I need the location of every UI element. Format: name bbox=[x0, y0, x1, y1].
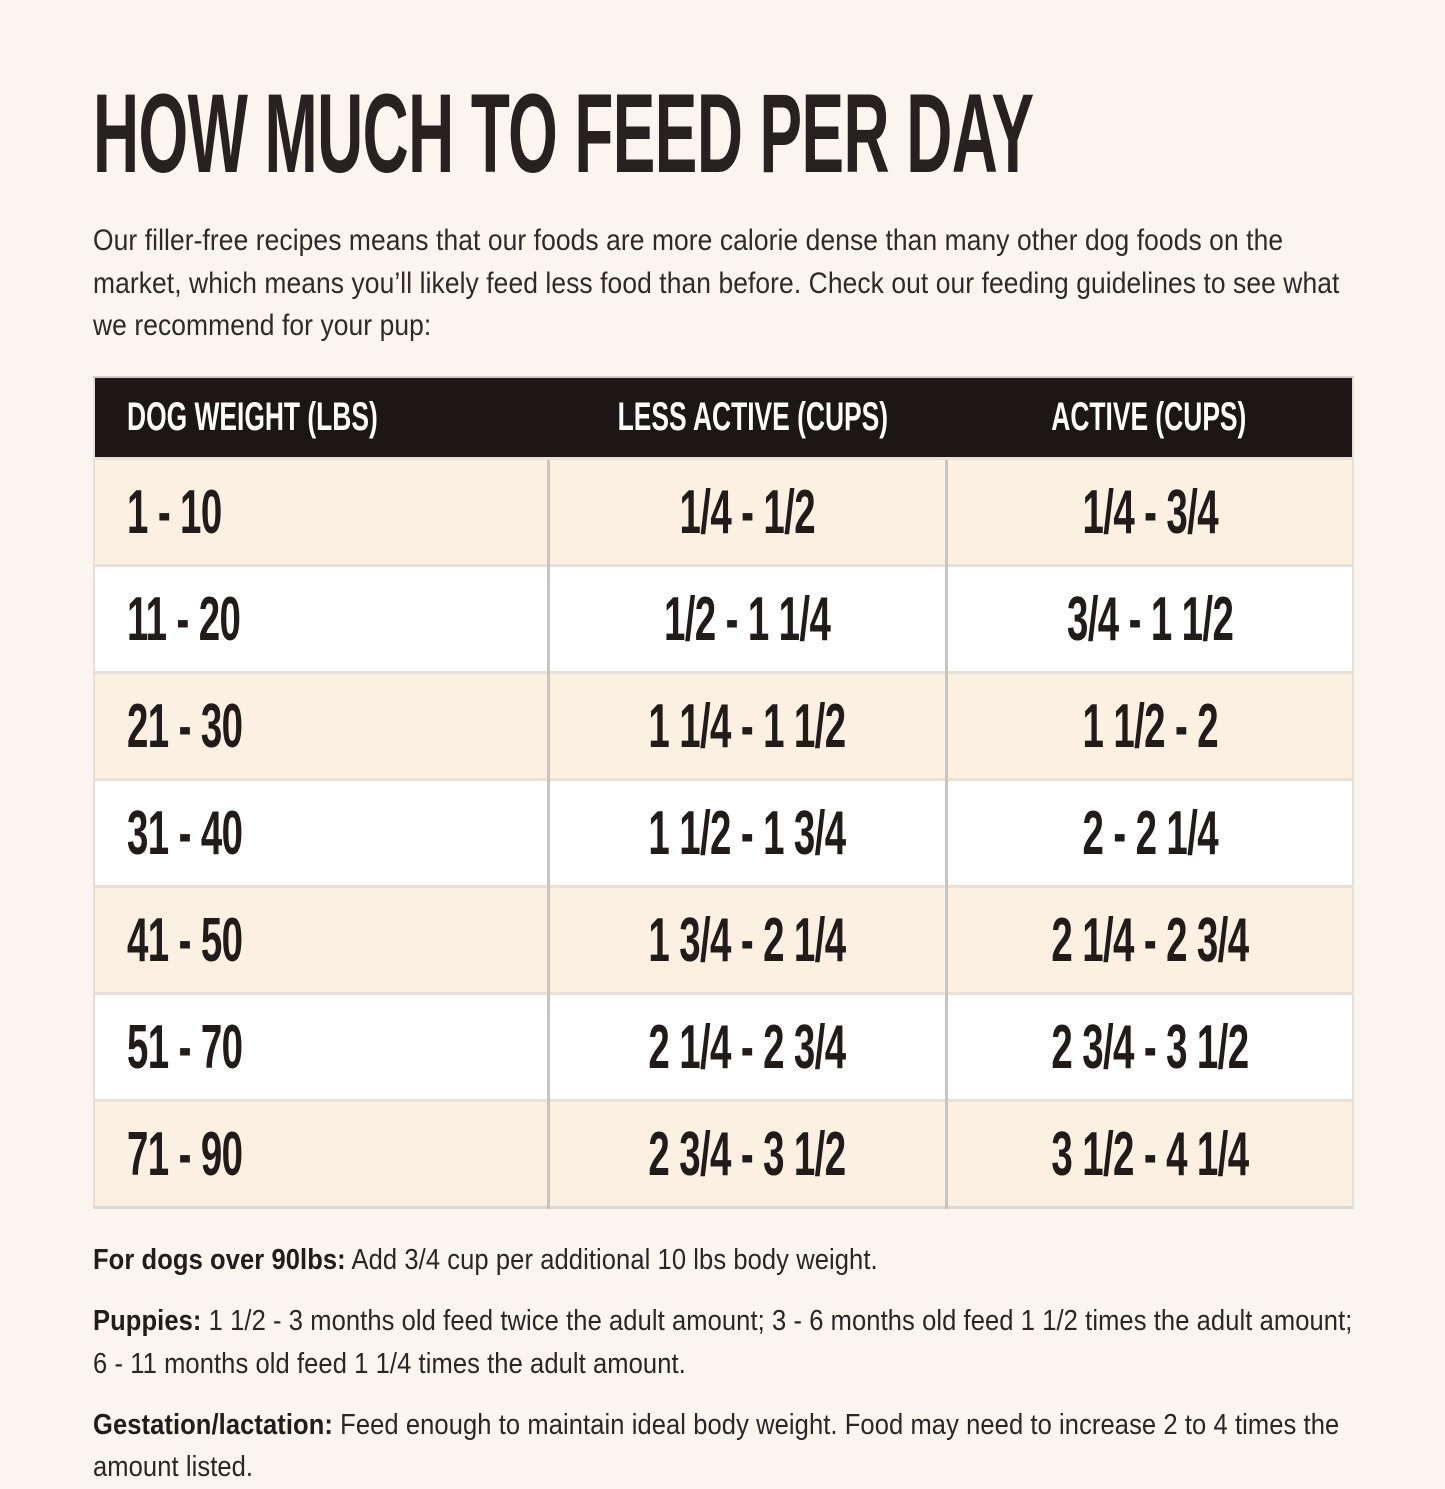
intro-wrap: Our filler-free recipes means that our f… bbox=[93, 220, 1352, 348]
weight-cell: 31 - 40 bbox=[94, 778, 548, 887]
table-row: 31 - 40 1 1/2 - 1 3/4 2 - 2 1/4 bbox=[94, 778, 1353, 887]
table-row: 11 - 20 1/2 - 1 1/4 3/4 - 1 1/2 bbox=[94, 564, 1353, 673]
active-cell: 3 1/2 - 4 1/4 bbox=[944, 1099, 1353, 1208]
weight-cell: 11 - 20 bbox=[94, 564, 548, 673]
feeding-table-header: DOG WEIGHT (LBS) LESS ACTIVE (CUPS) ACTI… bbox=[94, 376, 1353, 459]
header-dog-weight: DOG WEIGHT (LBS) bbox=[94, 376, 548, 459]
less-active-cell: 1/4 - 1/2 bbox=[546, 457, 946, 566]
table-row: 41 - 50 1 3/4 - 2 1/4 2 1/4 - 2 3/4 bbox=[94, 885, 1353, 994]
note-puppies-text: 1 1/2 - 3 months old feed twice the adul… bbox=[93, 1305, 1353, 1380]
active-cell: 2 3/4 - 3 1/2 bbox=[944, 992, 1353, 1101]
note-puppies-label: Puppies: bbox=[93, 1305, 202, 1338]
weight-cell: 51 - 70 bbox=[94, 992, 548, 1101]
table-row: 71 - 90 2 3/4 - 3 1/2 3 1/2 - 4 1/4 bbox=[94, 1099, 1353, 1208]
note-gestation: Gestation/lactation: Feed enough to main… bbox=[93, 1404, 1365, 1489]
note-over-90lbs: For dogs over 90lbs: Add 3/4 cup per add… bbox=[93, 1239, 1365, 1281]
less-active-cell: 1/2 - 1 1/4 bbox=[546, 564, 946, 673]
intro-paragraph: Our filler-free recipes means that our f… bbox=[93, 224, 1340, 343]
header-active: ACTIVE (CUPS) bbox=[946, 376, 1353, 459]
active-cell: 3/4 - 1 1/2 bbox=[944, 564, 1353, 673]
less-active-cell: 2 1/4 - 2 3/4 bbox=[546, 992, 946, 1101]
page-title-text: HOW MUCH TO FEED PER DAY bbox=[93, 71, 1034, 196]
note-puppies: Puppies: 1 1/2 - 3 months old feed twice… bbox=[93, 1300, 1365, 1385]
table-row: 51 - 70 2 1/4 - 2 3/4 2 3/4 - 3 1/2 bbox=[94, 992, 1353, 1101]
note-over-90lbs-label: For dogs over 90lbs: bbox=[93, 1244, 346, 1276]
feeding-table: DOG WEIGHT (LBS) LESS ACTIVE (CUPS) ACTI… bbox=[93, 376, 1354, 1209]
less-active-cell: 1 1/4 - 1 1/2 bbox=[546, 671, 946, 780]
weight-cell: 71 - 90 bbox=[94, 1099, 548, 1208]
weight-cell: 1 - 10 bbox=[94, 457, 548, 566]
active-cell: 1 1/2 - 2 bbox=[944, 671, 1353, 780]
less-active-cell: 2 3/4 - 3 1/2 bbox=[546, 1099, 946, 1208]
active-cell: 1/4 - 3/4 bbox=[944, 457, 1353, 566]
weight-cell: 41 - 50 bbox=[94, 885, 548, 994]
less-active-cell: 1 3/4 - 2 1/4 bbox=[546, 885, 946, 994]
table-row: 1 - 10 1/4 - 1/2 1/4 - 3/4 bbox=[94, 457, 1353, 566]
header-row: DOG WEIGHT (LBS) LESS ACTIVE (CUPS) ACTI… bbox=[94, 376, 1353, 459]
active-cell: 2 1/4 - 2 3/4 bbox=[944, 885, 1353, 994]
less-active-cell: 1 1/2 - 1 3/4 bbox=[546, 778, 946, 887]
active-cell: 2 - 2 1/4 bbox=[944, 778, 1353, 887]
note-over-90lbs-text: Add 3/4 cup per additional 10 lbs body w… bbox=[345, 1244, 878, 1276]
notes-section: For dogs over 90lbs: Add 3/4 cup per add… bbox=[93, 1239, 1352, 1489]
page-title: HOW MUCH TO FEED PER DAY bbox=[93, 78, 1352, 190]
weight-cell: 21 - 30 bbox=[94, 671, 548, 780]
note-gestation-label: Gestation/lactation: bbox=[93, 1408, 333, 1441]
table-row: 21 - 30 1 1/4 - 1 1/2 1 1/2 - 2 bbox=[94, 671, 1353, 780]
feeding-table-body: 1 - 10 1/4 - 1/2 1/4 - 3/4 11 - 20 1/2 -… bbox=[94, 457, 1353, 1208]
header-less-active: LESS ACTIVE (CUPS) bbox=[548, 376, 946, 459]
